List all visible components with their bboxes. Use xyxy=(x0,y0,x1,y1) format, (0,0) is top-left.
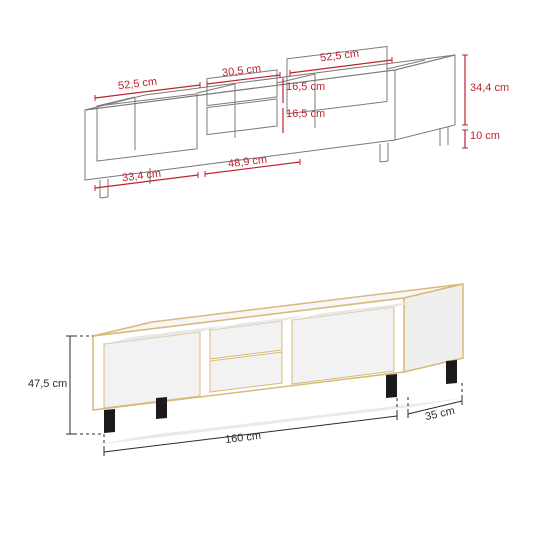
diagram-canvas: 52,5 cm 30,5 cm 52,5 cm 16,5 cm 16,5 cm … xyxy=(0,0,535,535)
rendered-furniture xyxy=(0,0,535,535)
dim-height: 47,5 cm xyxy=(28,378,67,390)
